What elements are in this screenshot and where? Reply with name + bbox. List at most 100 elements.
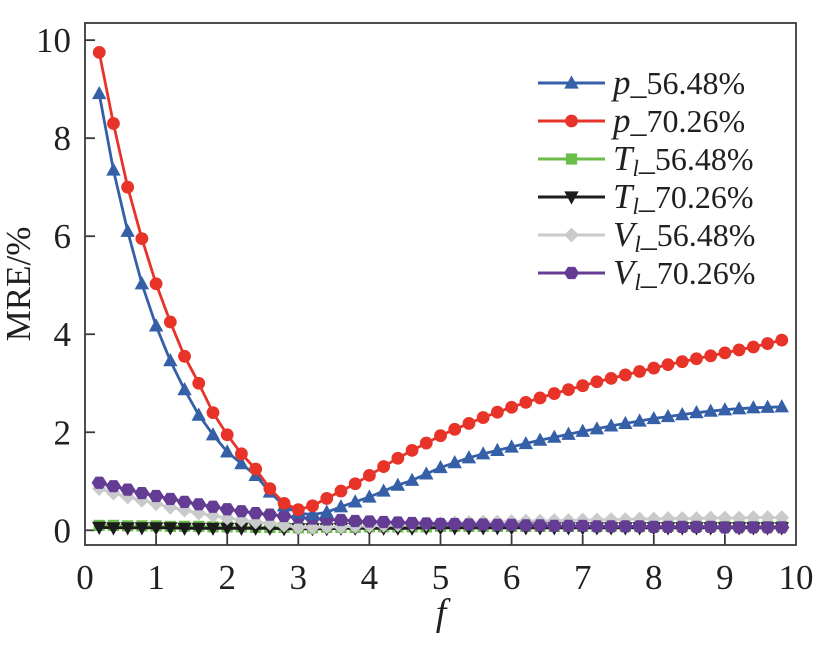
marker-triangle-up-icon bbox=[660, 408, 676, 423]
marker-circle-icon bbox=[192, 376, 206, 390]
marker-hexagon-icon bbox=[774, 521, 790, 534]
marker-triangle-up-icon bbox=[362, 489, 377, 503]
marker-triangle-down-icon bbox=[148, 522, 164, 536]
marker-circle-icon bbox=[434, 429, 447, 443]
marker-circle-icon bbox=[334, 484, 348, 498]
legend: p_56.48%p_70.26%Tl_56.48%Tl_70.26%Vl_56.… bbox=[538, 63, 755, 295]
marker-hexagon-icon bbox=[688, 520, 705, 533]
marker-hexagon-icon bbox=[546, 519, 562, 532]
marker-circle-icon bbox=[618, 368, 632, 382]
marker-hexagon-icon bbox=[148, 489, 164, 503]
marker-triangle-up-icon bbox=[92, 85, 107, 100]
legend-label: Tl_70.26% bbox=[613, 177, 754, 219]
marker-triangle-up-icon bbox=[561, 426, 576, 440]
marker-hexagon-icon bbox=[518, 519, 534, 532]
marker-circle-icon bbox=[163, 315, 177, 329]
marker-triangle-up-icon bbox=[177, 382, 192, 396]
marker-circle-icon bbox=[476, 411, 490, 424]
marker-triangle-up-icon bbox=[333, 499, 349, 513]
marker-circle-icon bbox=[562, 383, 575, 397]
marker-hexagon-icon bbox=[532, 519, 548, 532]
marker-hexagon-icon bbox=[162, 492, 178, 506]
y-tick-label: 6 bbox=[54, 217, 72, 256]
x-tick-label: 4 bbox=[361, 558, 379, 597]
axis-ticks: 0 1 2 3 4 5 6 7 8 9 10 0 2 4 6 8 10 bbox=[36, 21, 814, 597]
marker-hexagon-icon bbox=[646, 520, 662, 533]
marker-circle-icon bbox=[377, 460, 391, 473]
legend-entry-T_l_56.48%: Tl_56.48% bbox=[538, 139, 754, 181]
marker-diamond-icon bbox=[219, 510, 235, 526]
x-tick-label: 10 bbox=[779, 558, 814, 597]
marker-triangle-up-icon bbox=[419, 466, 434, 480]
marker-triangle-up-icon bbox=[504, 439, 519, 453]
marker-triangle-up-icon bbox=[305, 507, 320, 521]
marker-triangle-up-icon bbox=[319, 504, 334, 518]
marker-circle-icon bbox=[547, 387, 561, 400]
marker-circle-icon bbox=[533, 391, 547, 405]
marker-hexagon-icon bbox=[674, 520, 690, 533]
marker-triangle-up-icon bbox=[148, 318, 164, 332]
marker-circle-icon bbox=[178, 349, 191, 363]
marker-triangle-up-icon bbox=[646, 410, 661, 425]
x-tick-label: 6 bbox=[503, 558, 521, 597]
marker-triangle-up-icon bbox=[134, 276, 150, 290]
marker-triangle-up-icon bbox=[461, 450, 477, 464]
marker-triangle-up-icon bbox=[447, 455, 462, 469]
data-series bbox=[91, 46, 790, 537]
y-tick-label: 10 bbox=[36, 21, 71, 60]
marker-circle-icon bbox=[761, 337, 774, 350]
marker-circle-icon bbox=[647, 361, 661, 375]
marker-diamond-icon bbox=[774, 510, 790, 525]
legend-entry-T_l_70.26%: Tl_70.26% bbox=[538, 177, 754, 219]
marker-diamond-icon bbox=[745, 510, 761, 525]
marker-triangle-up-icon bbox=[731, 401, 747, 415]
marker-circle-icon bbox=[490, 405, 504, 419]
marker-triangle-up-icon bbox=[106, 162, 121, 176]
y-tick-label: 2 bbox=[54, 413, 72, 452]
marker-triangle-up-icon bbox=[618, 415, 633, 430]
legend-label: Vl_70.26% bbox=[613, 253, 755, 295]
marker-hexagon-icon bbox=[233, 505, 250, 518]
marker-circle-icon bbox=[732, 343, 746, 357]
marker-triangle-up-icon bbox=[774, 399, 789, 413]
marker-hexagon-icon bbox=[134, 486, 150, 500]
marker-circle-icon bbox=[718, 346, 732, 360]
marker-triangle-down-icon bbox=[205, 522, 221, 536]
legend-label: Vl_56.48% bbox=[613, 215, 755, 257]
marker-circle-icon bbox=[206, 406, 220, 420]
marker-triangle-up-icon bbox=[547, 429, 562, 443]
marker-hexagon-icon bbox=[475, 518, 491, 531]
marker-triangle-up-icon bbox=[575, 423, 590, 437]
marker-circle-icon bbox=[405, 444, 419, 457]
marker-hexagon-icon bbox=[560, 519, 577, 532]
x-tick-label: 8 bbox=[645, 558, 663, 597]
marker-triangle-down-icon bbox=[92, 521, 107, 535]
marker-hexagon-icon bbox=[205, 500, 221, 513]
marker-circle-icon bbox=[746, 340, 760, 354]
marker-triangle-up-icon bbox=[376, 483, 391, 497]
legend-triangle-up-icon bbox=[564, 75, 579, 89]
marker-hexagon-icon bbox=[376, 515, 392, 529]
marker-triangle-up-icon bbox=[632, 413, 647, 427]
marker-circle-icon bbox=[590, 375, 604, 389]
marker-circle-icon bbox=[235, 447, 248, 461]
marker-triangle-up-icon bbox=[603, 418, 619, 432]
marker-diamond-icon bbox=[290, 519, 306, 535]
legend-diamond-icon bbox=[564, 227, 579, 243]
marker-hexagon-icon bbox=[191, 498, 207, 511]
marker-hexagon-icon bbox=[276, 509, 292, 523]
marker-hexagon-icon bbox=[333, 513, 349, 527]
marker-circle-icon bbox=[263, 482, 277, 496]
marker-circle-icon bbox=[690, 352, 703, 366]
marker-circle-icon bbox=[419, 436, 433, 450]
marker-hexagon-icon bbox=[120, 483, 136, 496]
marker-hexagon-icon bbox=[703, 520, 719, 533]
legend-label: Tl_56.48% bbox=[613, 139, 754, 181]
marker-hexagon-icon bbox=[504, 518, 520, 532]
marker-triangle-up-icon bbox=[703, 403, 718, 417]
marker-triangle-up-icon bbox=[404, 472, 420, 486]
marker-circle-icon bbox=[448, 422, 462, 436]
marker-triangle-down-icon bbox=[134, 522, 150, 536]
